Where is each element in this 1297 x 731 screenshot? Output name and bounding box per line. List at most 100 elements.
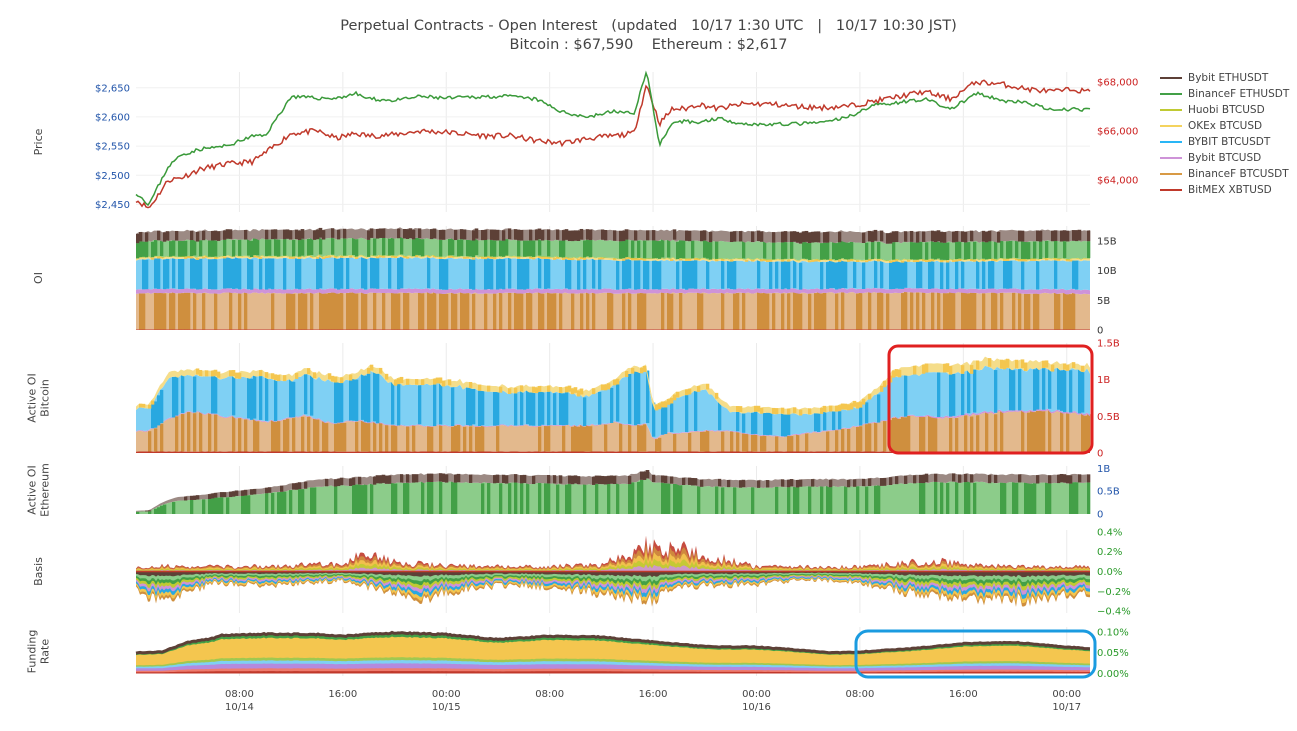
active-oi-eth-stripe-bybit-ethusdt: [388, 475, 392, 484]
oi-stripe-binancef-ethusdt: [637, 240, 641, 258]
active-oi-btc-stripe-binancef-btcusdt: [457, 424, 461, 452]
active-oi-btc-stripe-bybit-btcusdt: [367, 373, 371, 423]
oi-stripe-bybit-ethusdt: [874, 229, 878, 241]
oi-stripe-bybit-ethusdt: [1063, 230, 1067, 241]
active-oi-btc-stripe-bybit-btcusdt: [967, 370, 971, 414]
active-oi-eth-stripe-binancef-ethusdt: [148, 511, 152, 514]
active-oi-btc-stripe-okex-btcusd: [883, 380, 887, 388]
oi-stripe-binancef-ethusdt: [391, 237, 395, 256]
oi-stripe-binancef-btcusdt: [1066, 294, 1070, 330]
oi-stripe-okex-btcusd: [565, 257, 569, 259]
active-oi-btc-stripe-okex-btcusd: [328, 373, 332, 380]
active-oi-btc-stripe-binancef-btcusdt: [736, 432, 740, 452]
oi-stripe-binancef-ethusdt: [583, 240, 587, 258]
oi-stripe-binancef-btcusdt: [1054, 292, 1058, 330]
oi-stripe-binancef-btcusdt: [904, 291, 908, 330]
oi-stripe-bybit-ethusdt: [316, 229, 320, 240]
oi-stripe-binancef-ethusdt: [586, 239, 590, 257]
oi-stripe-bybit-btcusdt: [844, 261, 848, 289]
oi-stripe-bybit-btcusdt: [1072, 260, 1076, 289]
oi-stripe-okex-btcusd: [1018, 259, 1022, 262]
oi-stripe-bybit-ethusdt: [463, 229, 467, 240]
basis-tick-label: −0.4%: [1097, 607, 1131, 618]
oi-stripe-binancef-ethusdt: [301, 238, 305, 256]
active-oi-btc-stripe-binancef-btcusdt: [883, 421, 887, 452]
active-oi-btc-stripe-okex-btcusd: [283, 375, 287, 382]
oi-stripe-bybit-ethusdt: [331, 228, 335, 238]
oi-stripe-okex-btcusd: [811, 260, 815, 262]
active-oi-eth-stripe-bybit-ethusdt: [727, 480, 731, 488]
oi-stripe-bybit-btcusdt: [862, 262, 866, 289]
active-oi-eth-stripe-binancef-ethusdt: [544, 483, 548, 514]
active-oi-eth-stripe-binancef-ethusdt: [313, 487, 317, 514]
oi-stripe-binancef-ethusdt: [847, 242, 851, 260]
oi-stripe-binancef-ethusdt: [1021, 241, 1025, 259]
oi-area-huobi-btcusd: [136, 254, 1090, 262]
oi-stripe-okex-btcusd: [766, 260, 770, 262]
active-oi-btc-stripe-bybit-btcusdt: [160, 389, 164, 424]
oi-stripe-okex-btcusd: [625, 257, 629, 260]
active-oi-btc-stripe-binancef-btcusdt: [1030, 411, 1034, 452]
oi-stripe-bybit-btcusdt: [688, 260, 692, 289]
panel-ylabel-basis: Basis: [32, 557, 45, 586]
active-oi-btc-stripe-okex-btcusd: [757, 405, 761, 412]
active-oi-eth-stripe-binancef-ethusdt: [172, 501, 176, 514]
oi-stripe-binancef-btcusdt: [1072, 292, 1076, 330]
active-oi-btc-stripe-bybit-btcusdt: [628, 373, 632, 424]
active-oi-eth-stripe-binancef-ethusdt: [154, 508, 158, 514]
oi-stripe-bybit-btcusdt: [835, 262, 839, 290]
oi-stripe-binancef-btcusdt: [298, 293, 302, 330]
oi-stripe-binancef-ethusdt: [871, 242, 875, 260]
oi-tick-label: 5B: [1097, 296, 1110, 307]
oi-stripe-binancef-btcusdt: [781, 293, 785, 330]
oi-stripe-bybit-ethusdt: [700, 230, 704, 242]
oi-stripe-binancef-btcusdt: [823, 292, 827, 330]
oi-stripe-binancef-ethusdt: [448, 238, 452, 256]
active-oi-eth-stripe-bybit-ethusdt: [1036, 475, 1040, 484]
active-oi-btc-stripe-binancef-btcusdt: [439, 425, 443, 452]
active-oi-btc-stripe-binancef-btcusdt: [760, 436, 764, 452]
active-oi-eth-stripe-bybit-ethusdt: [847, 479, 851, 488]
active-oi-btc-stripe-okex-btcusd: [781, 407, 785, 414]
active-oi-btc-stripe-bybit-btcusdt: [253, 375, 257, 419]
active-oi-eth-stripe-binancef-ethusdt: [481, 483, 485, 514]
active-oi-btc-stripe-okex-btcusd: [760, 407, 764, 414]
basis-tick-label: −0.2%: [1097, 587, 1131, 598]
active-oi-btc-stripe-okex-btcusd: [787, 408, 791, 415]
active-oi-eth-stripe-bybit-ethusdt: [193, 495, 197, 500]
oi-stripe-binancef-btcusdt: [169, 293, 173, 330]
oi-stripe-binancef-ethusdt: [691, 240, 695, 259]
active-oi-btc-stripe-bybit-btcusdt: [361, 374, 365, 420]
active-oi-btc-stripe-okex-btcusd: [520, 385, 524, 392]
active-oi-btc-stripe-bybit-btcusdt: [514, 393, 518, 426]
active-oi-btc-stripe-binancef-btcusdt: [868, 423, 872, 452]
oi-stripe-okex-btcusd: [1033, 259, 1037, 261]
active-oi-btc-stripe-okex-btcusd: [571, 388, 575, 395]
oi-stripe-bybit-ethusdt: [982, 230, 986, 242]
active-oi-btc-stripe-okex-btcusd: [433, 378, 437, 385]
oi-stripe-bybit-btcusdt: [439, 258, 443, 290]
active-oi-eth-stripe-bybit-ethusdt: [280, 485, 284, 492]
active-oi-eth-stripe-bybit-ethusdt: [469, 474, 473, 483]
active-oi-btc-stripe-binancef-btcusdt: [214, 414, 218, 452]
oi-stripe-okex-btcusd: [583, 258, 587, 260]
x-tick-time-label: 00:00: [1052, 689, 1081, 700]
oi-stripe-okex-btcusd: [1006, 259, 1010, 261]
oi-stripe-binancef-btcusdt: [238, 293, 242, 330]
active-oi-btc-stripe-bybit-btcusdt: [310, 375, 314, 416]
oi-stripe-binancef-btcusdt: [643, 293, 647, 330]
active-oi-eth-stripe-bybit-ethusdt: [244, 489, 248, 496]
active-oi-eth-stripe-binancef-ethusdt: [856, 486, 860, 514]
active-oi-eth-stripe-binancef-ethusdt: [667, 483, 671, 514]
oi-stripe-okex-btcusd: [202, 256, 206, 259]
active-oi-btc-stripe-okex-btcusd: [1042, 360, 1046, 369]
active-oi-btc-stripe-binancef-btcusdt: [469, 426, 473, 452]
oi-stripe-okex-btcusd: [814, 259, 818, 262]
oi-stripe-bybit-ethusdt: [376, 229, 380, 239]
active-oi-btc-stripe-okex-btcusd: [436, 377, 440, 384]
oi-stripe-bybit-btcusdt: [757, 260, 761, 289]
active-oi-btc-stripe-okex-btcusd: [1003, 360, 1007, 370]
oi-stripe-bybit-ethusdt: [613, 230, 617, 241]
oi-stripe-bybit-btcusdt: [235, 257, 239, 289]
active-oi-btc-stripe-okex-btcusd: [307, 368, 311, 375]
